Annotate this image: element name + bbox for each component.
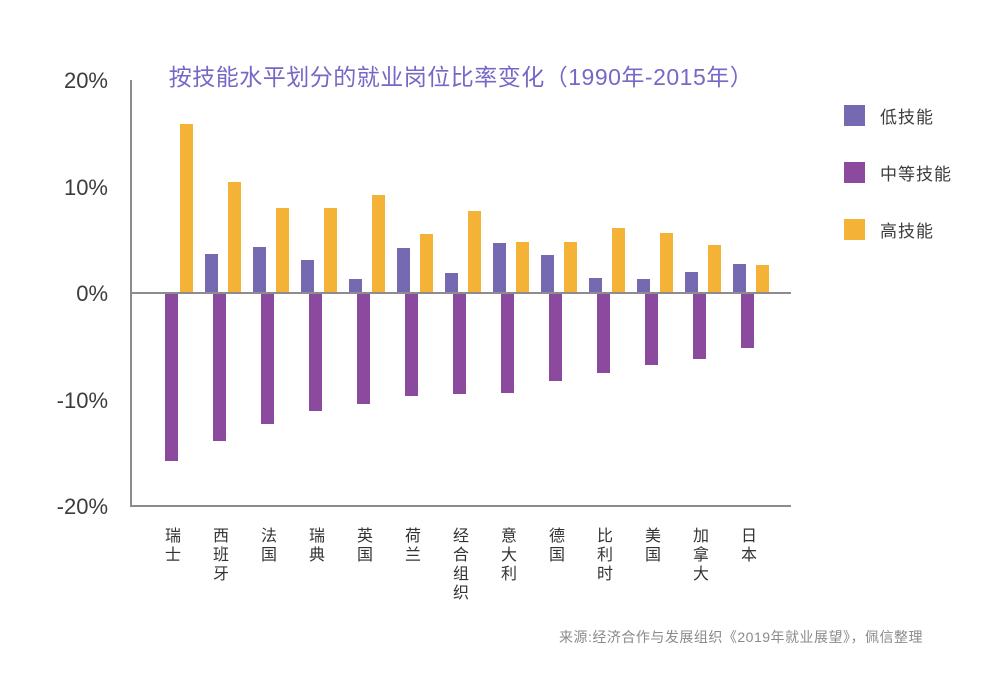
x-axis-label-法国: 法国 (258, 527, 275, 565)
x-axis-label-加拿大: 加拿大 (690, 527, 707, 584)
bar-德国-中等技能 (549, 294, 562, 382)
bar-比利时-高技能 (612, 227, 625, 294)
bar-荷兰-低技能 (397, 248, 410, 294)
bar-荷兰-中等技能 (405, 294, 418, 397)
legend-swatch-icon (844, 219, 865, 240)
bar-比利时-低技能 (589, 278, 602, 294)
bar-英国-低技能 (349, 279, 362, 294)
bar-法国-高技能 (276, 207, 289, 294)
bar-日本-低技能 (733, 264, 746, 294)
bar-法国-低技能 (253, 247, 266, 294)
legend-swatch-icon (844, 162, 865, 183)
bar-德国-低技能 (541, 254, 554, 294)
x-axis-label-意大利: 意大利 (498, 527, 515, 584)
bar-西班牙-低技能 (205, 253, 218, 294)
y-axis-tick: 10% (63, 174, 108, 200)
legend-item-高技能: 高技能 (844, 217, 952, 242)
legend-swatch-icon (844, 105, 865, 126)
y-axis-tick: 0% (76, 281, 108, 306)
x-axis-label-瑞士: 瑞士 (162, 527, 179, 565)
legend: 低技能中等技能高技能 (844, 103, 952, 242)
x-axis-label-美国: 美国 (642, 527, 659, 565)
bar-经合组织-高技能 (468, 210, 481, 294)
bar-法国-中等技能 (261, 294, 274, 424)
legend-label: 高技能 (880, 222, 934, 241)
x-axis-label-德国: 德国 (546, 527, 563, 565)
x-axis-label-日本: 日本 (738, 527, 755, 565)
bar-英国-中等技能 (357, 294, 370, 404)
bar-比利时-中等技能 (597, 294, 610, 373)
bar-日本-高技能 (756, 265, 769, 294)
zero-baseline (130, 292, 791, 294)
bar-瑞典-高技能 (324, 207, 337, 294)
bar-经合组织-中等技能 (453, 294, 466, 395)
bar-加拿大-中等技能 (693, 294, 706, 359)
bar-德国-高技能 (564, 241, 577, 294)
legend-item-中等技能: 中等技能 (844, 160, 952, 185)
chart-title: 按技能水平划分的就业岗位比率变化（1990年-2015年） (168, 64, 754, 90)
y-axis-tick: 20% (63, 68, 108, 93)
bar-西班牙-高技能 (228, 182, 241, 294)
bar-瑞士-高技能 (180, 123, 193, 294)
y-axis-tick: -10% (56, 387, 108, 413)
x-axis-label-经合组织: 经合组织 (450, 527, 467, 603)
legend-label: 低技能 (880, 108, 934, 127)
bar-意大利-低技能 (493, 242, 506, 294)
bar-经合组织-低技能 (445, 272, 458, 294)
bar-瑞士-中等技能 (165, 294, 178, 462)
bar-加拿大-低技能 (685, 271, 698, 294)
x-axis-label-瑞典: 瑞典 (306, 527, 323, 565)
x-axis-line (130, 505, 791, 507)
bar-加拿大-高技能 (708, 245, 721, 294)
bar-英国-高技能 (372, 194, 385, 294)
x-axis-label-荷兰: 荷兰 (402, 527, 419, 565)
bar-日本-中等技能 (741, 294, 754, 349)
x-axis-label-英国: 英国 (354, 527, 371, 565)
bar-瑞典-低技能 (301, 259, 314, 294)
bar-美国-高技能 (660, 233, 673, 294)
bar-西班牙-中等技能 (213, 294, 226, 441)
bar-美国-中等技能 (645, 294, 658, 366)
y-axis-tick: -20% (56, 494, 108, 519)
bar-荷兰-高技能 (420, 234, 433, 294)
bar-意大利-高技能 (516, 241, 529, 294)
legend-item-低技能: 低技能 (844, 103, 952, 128)
bar-美国-低技能 (637, 279, 650, 294)
legend-label: 中等技能 (880, 165, 952, 184)
bar-瑞典-中等技能 (309, 294, 322, 412)
x-axis-label-西班牙: 西班牙 (210, 527, 227, 584)
source-note: 来源:经济合作与发展组织《2019年就业展望》，佩信整理 (559, 629, 924, 645)
bar-意大利-中等技能 (501, 294, 514, 394)
x-axis-label-比利时: 比利时 (594, 527, 611, 584)
